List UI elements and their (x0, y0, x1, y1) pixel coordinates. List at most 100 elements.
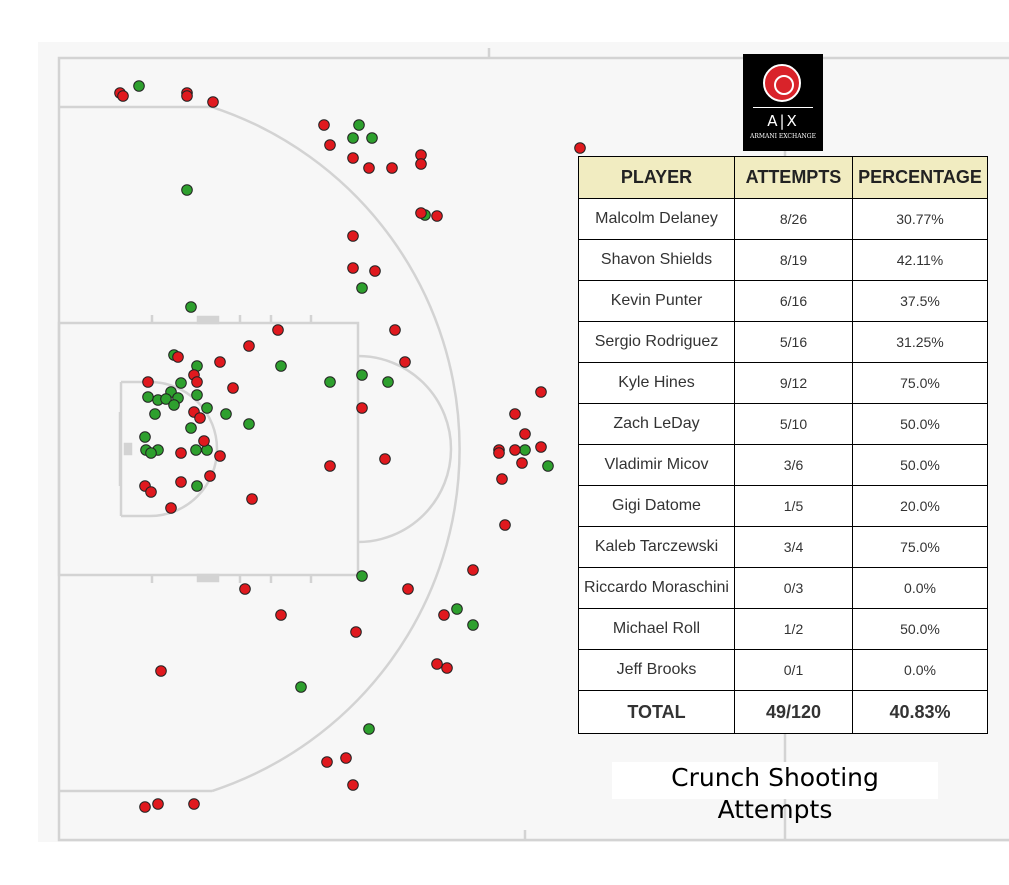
made-shot-point (366, 132, 378, 144)
attempts-cell: 6/16 (734, 280, 853, 322)
missed-shot-point (246, 493, 258, 505)
made-shot-point (201, 402, 213, 414)
table-row: Malcolm Delaney 8/26 30.77% (578, 198, 988, 240)
table-row: Vladimir Micov 3/6 50.0% (578, 444, 988, 486)
player-name-cell: Shavon Shields (578, 239, 735, 281)
percentage-cell: 50.0% (852, 444, 988, 486)
player-name-cell: Jeff Brooks (578, 649, 735, 691)
made-shot-point (356, 282, 368, 294)
logo-brand-text: ARMANI EXCHANGE (750, 133, 816, 140)
missed-shot-point (142, 376, 154, 388)
missed-shot-point (467, 564, 479, 576)
made-shot-point (451, 603, 463, 615)
attempts-cell: 5/16 (734, 321, 853, 363)
missed-shot-point (175, 447, 187, 459)
shot-markers (114, 80, 586, 813)
missed-shot-point (350, 626, 362, 638)
made-shot-point (139, 431, 151, 443)
missed-shot-point (243, 340, 255, 352)
percentage-cell: 30.77% (852, 198, 988, 240)
logo-divider (753, 107, 813, 108)
player-name-cell: Sergio Rodriguez (578, 321, 735, 363)
missed-shot-point (399, 356, 411, 368)
missed-shot-point (139, 801, 151, 813)
column-header: ATTEMPTS (734, 156, 853, 199)
made-shot-point (220, 408, 232, 420)
missed-shot-point (386, 162, 398, 174)
missed-shot-point (356, 402, 368, 414)
made-shot-point (519, 444, 531, 456)
player-name-cell: Kyle Hines (578, 362, 735, 404)
missed-shot-point (379, 453, 391, 465)
missed-shot-point (175, 476, 187, 488)
missed-shot-point (145, 486, 157, 498)
missed-shot-point (574, 142, 586, 154)
missed-shot-point (272, 324, 284, 336)
missed-shot-point (172, 351, 184, 363)
missed-shot-point (438, 609, 450, 621)
table-row: Kaleb Tarczewski 3/4 75.0% (578, 526, 988, 568)
made-shot-point (175, 377, 187, 389)
missed-shot-point (509, 408, 521, 420)
missed-shot-point (214, 450, 226, 462)
made-shot-point (353, 119, 365, 131)
table-row: Shavon Shields 8/19 42.11% (578, 239, 988, 281)
missed-shot-point (441, 662, 453, 674)
missed-shot-point (347, 779, 359, 791)
made-shot-point (181, 184, 193, 196)
chart-title: Crunch Shooting Attempts (612, 762, 938, 824)
missed-shot-point (389, 324, 401, 336)
missed-shot-point (194, 412, 206, 424)
player-stats-table: PLAYER ATTEMPTS PERCENTAGE Malcolm Delaney… (578, 156, 988, 734)
missed-shot-point (535, 441, 547, 453)
attempts-cell: 0/1 (734, 649, 853, 691)
missed-shot-point (340, 752, 352, 764)
missed-shot-point (415, 207, 427, 219)
missed-shot-point (499, 519, 511, 531)
missed-shot-point (535, 386, 547, 398)
table-row: Kyle Hines 9/12 75.0% (578, 362, 988, 404)
missed-shot-point (516, 457, 528, 469)
missed-shot-point (198, 435, 210, 447)
percentage-cell: 0.0% (852, 649, 988, 691)
attempts-cell: 1/2 (734, 608, 853, 650)
made-shot-point (356, 369, 368, 381)
missed-shot-point (318, 119, 330, 131)
table-row: Sergio Rodriguez 5/16 31.25% (578, 321, 988, 363)
table-header-row: PLAYER ATTEMPTS PERCENTAGE (578, 156, 988, 199)
attempts-cell: 0/3 (734, 567, 853, 609)
missed-shot-point (415, 158, 427, 170)
player-name-cell: Kaleb Tarczewski (578, 526, 735, 568)
made-shot-point (324, 376, 336, 388)
player-name-cell: Malcolm Delaney (578, 198, 735, 240)
percentage-cell: 50.0% (852, 608, 988, 650)
table-row: Kevin Punter 6/16 37.5% (578, 280, 988, 322)
missed-shot-point (369, 265, 381, 277)
made-shot-point (185, 301, 197, 313)
attempts-cell: 8/26 (734, 198, 853, 240)
percentage-cell: 37.5% (852, 280, 988, 322)
table-row: Jeff Brooks 0/1 0.0% (578, 649, 988, 691)
table-total-row: TOTAL 49/120 40.83% (578, 690, 988, 734)
total-label-cell: TOTAL (578, 690, 735, 734)
total-percentage-cell: 40.83% (852, 690, 988, 734)
missed-shot-point (204, 470, 216, 482)
made-shot-point (149, 408, 161, 420)
missed-shot-point (321, 756, 333, 768)
made-shot-point (467, 619, 479, 631)
total-attempts-cell: 49/120 (734, 690, 853, 734)
missed-shot-point (152, 798, 164, 810)
column-header: PLAYER (578, 156, 735, 199)
player-name-cell: Zach LeDay (578, 403, 735, 445)
missed-shot-point (496, 473, 508, 485)
made-shot-point (275, 360, 287, 372)
made-shot-point (190, 444, 202, 456)
made-shot-point (168, 399, 180, 411)
table-row: Riccardo Moraschini 0/3 0.0% (578, 567, 988, 609)
made-shot-point (243, 418, 255, 430)
attempts-cell: 3/6 (734, 444, 853, 486)
missed-shot-point (431, 210, 443, 222)
missed-shot-point (239, 583, 251, 595)
missed-shot-point (324, 460, 336, 472)
missed-shot-point (207, 96, 219, 108)
